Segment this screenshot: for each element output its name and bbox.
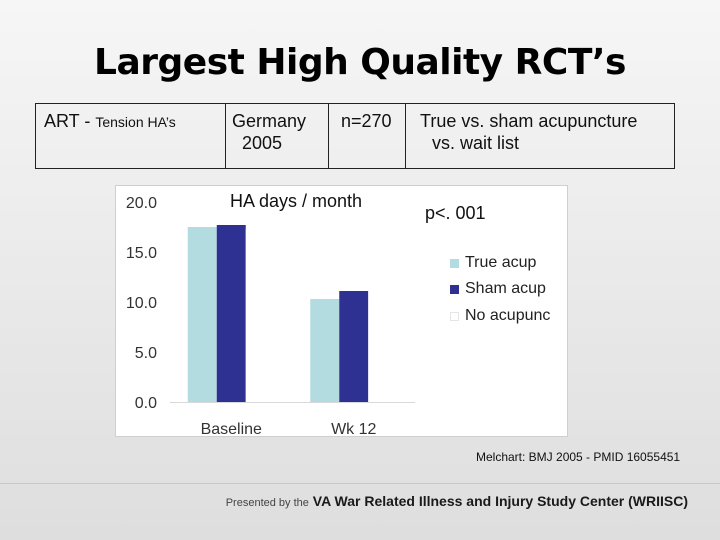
y-tick-label: 0.0 (135, 395, 157, 412)
footer-divider (0, 483, 720, 484)
footer-prefix: Presented by the (225, 497, 309, 509)
chart-title: HA days / month (230, 191, 363, 211)
comparison-line-2: vs. wait list (432, 133, 520, 153)
bar-no-acupunc-wk-12 (368, 244, 398, 402)
slide-title: Largest High Quality RCT’s (94, 42, 626, 83)
bar-no-acupunc-baseline (245, 229, 275, 402)
study-country: Germany (232, 111, 307, 131)
legend-label-true-acup: True acup (465, 254, 537, 271)
y-tick-label: 10.0 (126, 295, 157, 312)
comparison-cell: True vs. sham acupuncture vs. wait list (406, 104, 674, 168)
legend-item-sham-acup: Sham acup (450, 278, 570, 300)
comparison-line-1: True vs. sham acupuncture (420, 111, 638, 131)
study-type-label: ART - (44, 111, 96, 131)
x-tick-label: Wk 12 (331, 421, 376, 438)
sample-size: n=270 (341, 111, 392, 131)
p-value: p<. 001 (425, 203, 486, 223)
x-tick-label: Baseline (201, 421, 262, 438)
footer: Presented by the VA War Related Illness … (0, 493, 720, 509)
study-type-subject: Tension HA’s (95, 114, 176, 130)
legend-item-true-acup: True acup (450, 252, 570, 274)
citation: Melchart: BMJ 2005 - PMID 16055451 (476, 450, 681, 464)
legend-label-no-acup: No acupunc (465, 307, 551, 324)
footer-organization: VA War Related Illness and Injury Study … (312, 493, 688, 509)
study-type-cell: ART - Tension HA’s (36, 104, 226, 168)
legend-swatch-sham-acup (450, 284, 459, 294)
legend-swatch-true-acup (450, 258, 459, 268)
study-location-cell: Germany 2005 (226, 104, 329, 168)
legend-swatch-no-acup (450, 311, 459, 321)
bar-sham-acup-baseline (216, 225, 246, 402)
legend-label-sham-acup: Sham acup (465, 280, 546, 297)
sample-size-cell: n=270 (329, 104, 406, 168)
y-tick-label: 20.0 (126, 195, 157, 212)
study-year: 2005 (242, 133, 283, 153)
bar-true-acup-baseline (187, 227, 217, 402)
y-tick-label: 15.0 (126, 245, 157, 262)
y-tick-label: 5.0 (135, 345, 157, 362)
bar-true-acup-wk-12 (310, 299, 340, 402)
legend-item-no-acup: No acupunc (450, 305, 570, 327)
study-info-table: ART - Tension HA’s Germany 2005 n=270 Tr… (35, 103, 675, 169)
bar-sham-acup-wk-12 (339, 291, 369, 402)
